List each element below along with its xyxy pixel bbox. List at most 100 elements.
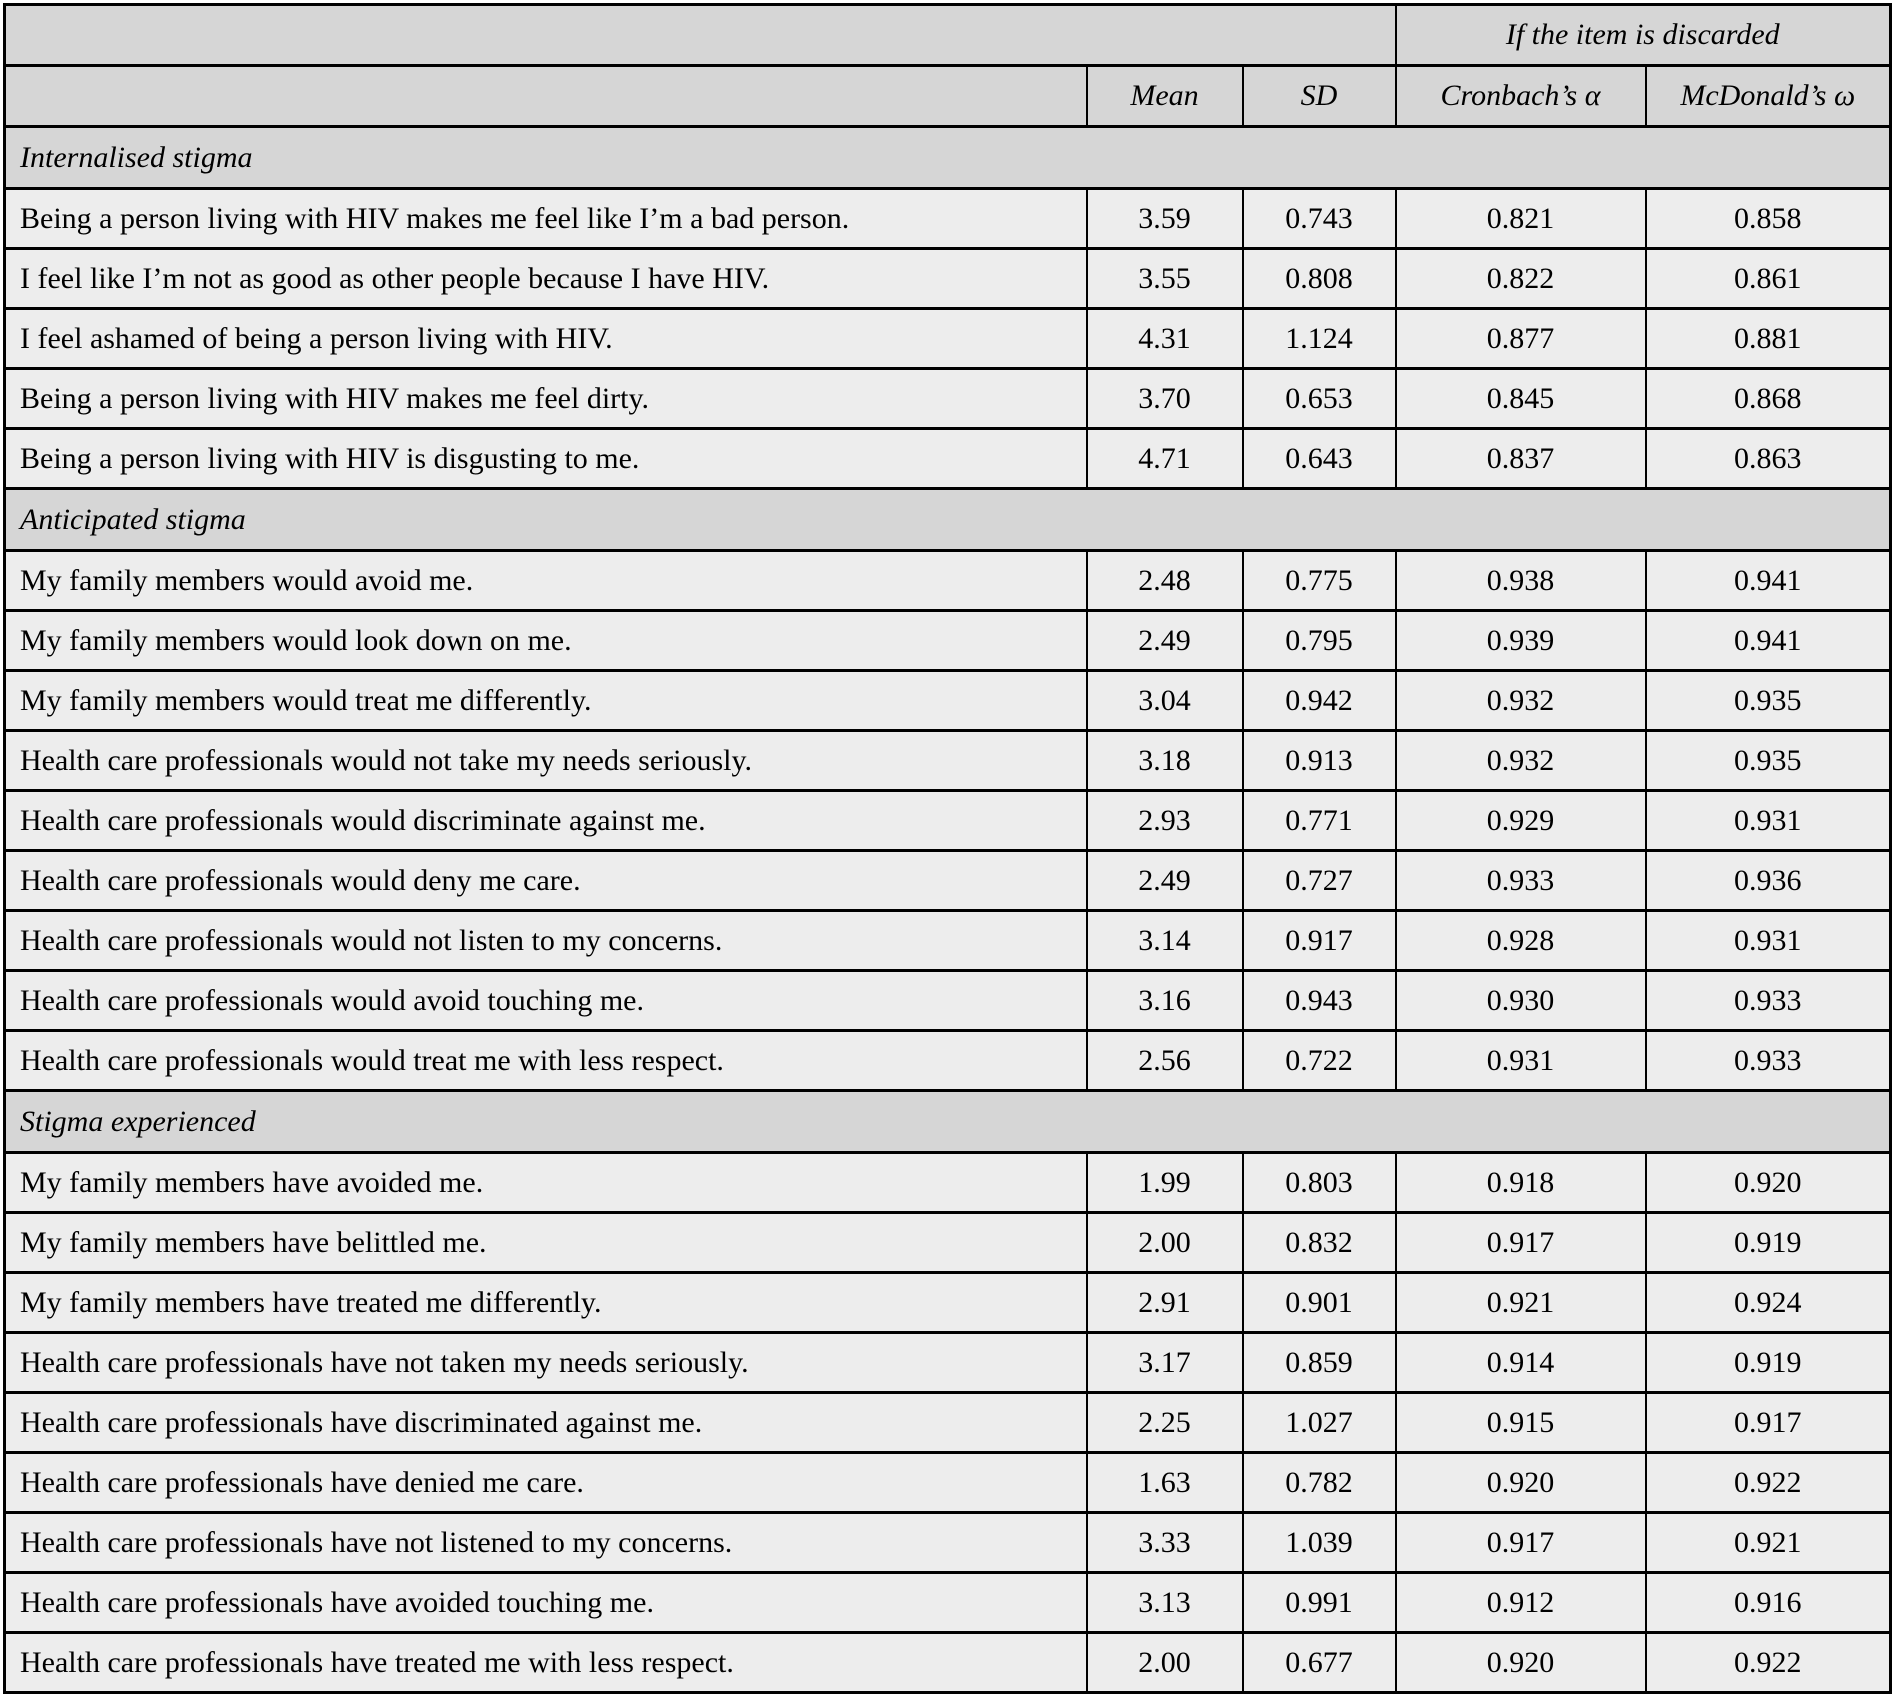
item-cell: My family members have avoided me.: [3, 1151, 1088, 1214]
omega-cell: 0.863: [1644, 427, 1892, 490]
item-cell: My family members would avoid me.: [3, 549, 1088, 612]
mean-cell: 2.49: [1085, 609, 1244, 672]
alpha-cell: 0.915: [1394, 1391, 1647, 1454]
item-cell: Being a person living with HIV makes me …: [3, 367, 1088, 430]
alpha-cell: 0.939: [1394, 609, 1647, 672]
mean-cell: 3.13: [1085, 1571, 1244, 1634]
column-header-sd: SD: [1241, 64, 1397, 128]
item-row: Being a person living with HIV makes me …: [3, 367, 1892, 430]
item-row: Health care professionals have denied me…: [3, 1451, 1892, 1514]
mean-cell: 2.25: [1085, 1391, 1244, 1454]
alpha-cell: 0.837: [1394, 427, 1647, 490]
item-cell: Health care professionals have denied me…: [3, 1451, 1088, 1514]
section-header-row: Internalised stigma: [3, 125, 1892, 190]
item-row: Health care professionals would deny me …: [3, 849, 1892, 912]
omega-cell: 0.919: [1644, 1211, 1892, 1274]
sd-cell: 0.859: [1241, 1331, 1397, 1394]
sd-cell: 1.124: [1241, 307, 1397, 370]
omega-cell: 0.917: [1644, 1391, 1892, 1454]
alpha-cell: 0.938: [1394, 549, 1647, 612]
alpha-cell: 0.877: [1394, 307, 1647, 370]
omega-cell: 0.921: [1644, 1511, 1892, 1574]
mean-cell: 2.56: [1085, 1029, 1244, 1092]
mean-cell: 2.48: [1085, 549, 1244, 612]
sd-cell: 0.901: [1241, 1271, 1397, 1334]
omega-cell: 0.941: [1644, 549, 1892, 612]
alpha-cell: 0.932: [1394, 729, 1647, 792]
item-cell: Being a person living with HIV makes me …: [3, 187, 1088, 250]
empty-item-header-cell: [3, 64, 1088, 128]
item-row: I feel ashamed of being a person living …: [3, 307, 1892, 370]
item-cell: Being a person living with HIV is disgus…: [3, 427, 1088, 490]
section-header-row: Stigma experienced: [3, 1089, 1892, 1154]
alpha-cell: 0.932: [1394, 669, 1647, 732]
item-row: My family members have treated me differ…: [3, 1271, 1892, 1334]
empty-header-cell: [3, 3, 1397, 67]
mean-cell: 3.17: [1085, 1331, 1244, 1394]
reliability-table: If the item is discarded Mean SD Cronbac…: [3, 3, 1892, 1694]
item-row: My family members have belittled me. 2.00…: [3, 1211, 1892, 1274]
section-label: Anticipated stigma: [3, 487, 1892, 552]
sd-cell: 0.913: [1241, 729, 1397, 792]
sd-cell: 0.942: [1241, 669, 1397, 732]
item-row: Health care professionals have discrimin…: [3, 1391, 1892, 1454]
sd-cell: 0.653: [1241, 367, 1397, 430]
item-row: My family members would look down on me.…: [3, 609, 1892, 672]
sd-cell: 0.743: [1241, 187, 1397, 250]
alpha-cell: 0.845: [1394, 367, 1647, 430]
item-row: I feel like I’m not as good as other peo…: [3, 247, 1892, 310]
alpha-cell: 0.931: [1394, 1029, 1647, 1092]
item-cell: My family members would look down on me.: [3, 609, 1088, 672]
item-row: Health care professionals have avoided t…: [3, 1571, 1892, 1634]
sd-cell: 0.808: [1241, 247, 1397, 310]
mean-cell: 3.16: [1085, 969, 1244, 1032]
omega-cell: 0.933: [1644, 969, 1892, 1032]
item-cell: My family members have belittled me.: [3, 1211, 1088, 1274]
sd-cell: 0.677: [1241, 1631, 1397, 1694]
omega-cell: 0.941: [1644, 609, 1892, 672]
mean-cell: 3.70: [1085, 367, 1244, 430]
sd-cell: 0.832: [1241, 1211, 1397, 1274]
mean-cell: 2.00: [1085, 1631, 1244, 1694]
omega-cell: 0.935: [1644, 669, 1892, 732]
alpha-cell: 0.921: [1394, 1271, 1647, 1334]
mean-cell: 1.63: [1085, 1451, 1244, 1514]
mean-cell: 4.71: [1085, 427, 1244, 490]
item-cell: Health care professionals have treated m…: [3, 1631, 1088, 1694]
mean-cell: 2.49: [1085, 849, 1244, 912]
column-header-mcdonald-omega: McDonald’s ω: [1644, 64, 1892, 128]
item-row: Health care professionals would avoid to…: [3, 969, 1892, 1032]
item-cell: Health care professionals would not take…: [3, 729, 1088, 792]
alpha-cell: 0.912: [1394, 1571, 1647, 1634]
item-row: My family members have avoided me. 1.99 0.…: [3, 1151, 1892, 1214]
omega-cell: 0.922: [1644, 1451, 1892, 1514]
omega-cell: 0.881: [1644, 307, 1892, 370]
item-row: Being a person living with HIV makes me …: [3, 187, 1892, 250]
item-cell: Health care professionals would discrimi…: [3, 789, 1088, 852]
sd-cell: 0.795: [1241, 609, 1397, 672]
section-label: Internalised stigma: [3, 125, 1892, 190]
omega-cell: 0.924: [1644, 1271, 1892, 1334]
sd-cell: 0.803: [1241, 1151, 1397, 1214]
alpha-cell: 0.917: [1394, 1511, 1647, 1574]
alpha-cell: 0.920: [1394, 1451, 1647, 1514]
item-cell: My family members would treat me differe…: [3, 669, 1088, 732]
sd-cell: 0.775: [1241, 549, 1397, 612]
alpha-cell: 0.933: [1394, 849, 1647, 912]
sd-cell: 1.039: [1241, 1511, 1397, 1574]
alpha-cell: 0.920: [1394, 1631, 1647, 1694]
alpha-cell: 0.930: [1394, 969, 1647, 1032]
omega-cell: 0.931: [1644, 909, 1892, 972]
omega-cell: 0.931: [1644, 789, 1892, 852]
mean-cell: 2.93: [1085, 789, 1244, 852]
mean-cell: 4.31: [1085, 307, 1244, 370]
omega-cell: 0.919: [1644, 1331, 1892, 1394]
alpha-cell: 0.918: [1394, 1151, 1647, 1214]
column-header-row: Mean SD Cronbach’s α McDonald’s ω: [3, 64, 1892, 128]
item-cell: I feel ashamed of being a person living …: [3, 307, 1088, 370]
item-cell: Health care professionals would avoid to…: [3, 969, 1088, 1032]
item-row: Health care professionals have not taken…: [3, 1331, 1892, 1394]
alpha-cell: 0.914: [1394, 1331, 1647, 1394]
mean-cell: 3.04: [1085, 669, 1244, 732]
omega-cell: 0.920: [1644, 1151, 1892, 1214]
